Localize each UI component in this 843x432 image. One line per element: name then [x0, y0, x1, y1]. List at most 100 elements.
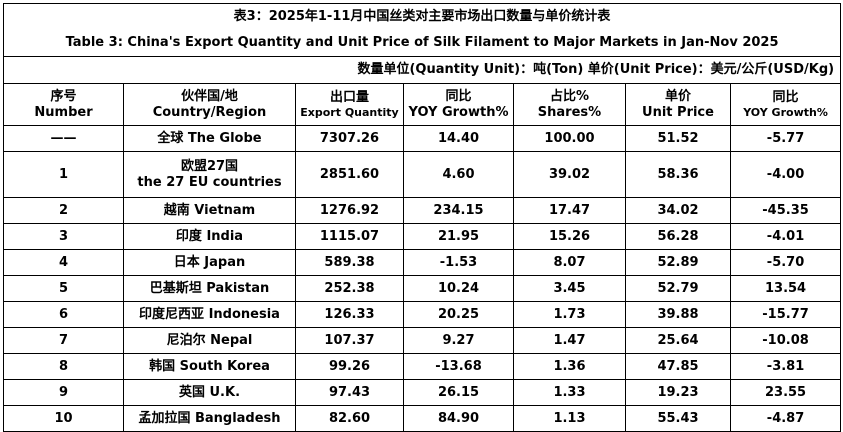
cell-quantity: 7307.26: [295, 125, 404, 152]
cell-unit-price: 47.85: [625, 353, 731, 380]
cell-number: 4: [3, 249, 124, 276]
cell-unit-price: 39.88: [625, 301, 731, 328]
cell-price-yoy: -10.08: [729, 327, 842, 354]
cell-country: 印度 India: [123, 223, 296, 250]
cell-share: 17.47: [513, 197, 626, 224]
cell-share: 1.33: [513, 379, 626, 406]
table-row: —— 全球 The Globe 7307.26 14.40 100.00 51.…: [3, 125, 842, 152]
cell-country: 尼泊尔 Nepal: [123, 327, 296, 354]
cell-yoy: 20.25: [403, 301, 514, 328]
cell-price-yoy: -3.81: [729, 353, 842, 380]
cell-quantity: 252.38: [295, 275, 404, 302]
cell-quantity: 1115.07: [295, 223, 404, 250]
cell-unit-price: 51.52: [625, 125, 731, 152]
header-row: 序号 Number 伙伴国/地 Country/Region 出口量 Export Q…: [3, 83, 842, 126]
export-table: 表3：2025年1-11月中国丝类对主要市场出口数量与单价统计表 Table 3…: [2, 3, 842, 432]
table-row: 4 日本 Japan 589.38 -1.53 8.07 52.89 -5.70: [3, 249, 842, 276]
cell-country: 孟加拉国 Bangladesh: [123, 405, 296, 432]
cell-unit-price: 19.23: [625, 379, 731, 406]
table-title-cn: 表3：2025年1-11月中国丝类对主要市场出口数量与单价统计表: [2, 3, 842, 29]
cell-share: 1.36: [513, 353, 626, 380]
cell-country: 越南 Vietnam: [123, 197, 296, 224]
cell-price-yoy: 23.55: [729, 379, 842, 406]
cell-yoy: 234.15: [403, 197, 514, 224]
cell-country: 巴基斯坦 Pakistan: [123, 275, 296, 302]
cell-price-yoy: -45.35: [729, 197, 842, 224]
cell-quantity: 589.38: [295, 249, 404, 276]
table-title-en: Table 3: China's Export Quantity and Uni…: [2, 29, 842, 57]
cell-yoy: -13.68: [403, 353, 514, 380]
table-row: 3 印度 India 1115.07 21.95 15.26 56.28 -4.…: [3, 223, 842, 250]
cell-share: 1.13: [513, 405, 626, 432]
table-row: 1 欧盟27国 the 27 EU countries 2851.60 4.60 …: [3, 151, 842, 198]
cell-share: 100.00: [513, 125, 626, 152]
header-number: 序号 Number: [3, 83, 124, 126]
header-country: 伙伴国/地 Country/Region: [123, 83, 296, 126]
table-row: 2 越南 Vietnam 1276.92 234.15 17.47 34.02 …: [3, 197, 842, 224]
cell-number: 8: [3, 353, 124, 380]
cell-price-yoy: -4.00: [729, 151, 842, 198]
table-row: 5 巴基斯坦 Pakistan 252.38 10.24 3.45 52.79 …: [3, 275, 842, 302]
cell-share: 39.02: [513, 151, 626, 198]
header-yoy: 同比 YOY Growth%: [403, 83, 514, 126]
table-row: 9 英国 U.K. 97.43 26.15 1.33 19.23 23.55: [3, 379, 842, 406]
cell-number: 7: [3, 327, 124, 354]
cell-unit-price: 52.89: [625, 249, 731, 276]
cell-price-yoy: -5.70: [729, 249, 842, 276]
cell-price-yoy: -4.87: [729, 405, 842, 432]
cell-number: 3: [3, 223, 124, 250]
cell-quantity: 97.43: [295, 379, 404, 406]
cell-share: 1.73: [513, 301, 626, 328]
cell-country: 英国 U.K.: [123, 379, 296, 406]
cell-quantity: 2851.60: [295, 151, 404, 198]
cell-yoy: 9.27: [403, 327, 514, 354]
cell-unit-price: 56.28: [625, 223, 731, 250]
cell-share: 3.45: [513, 275, 626, 302]
cell-country: 韩国 South Korea: [123, 353, 296, 380]
cell-number: 5: [3, 275, 124, 302]
cell-yoy: 26.15: [403, 379, 514, 406]
header-unit-price: 单价 Unit Price: [625, 83, 731, 126]
cell-share: 8.07: [513, 249, 626, 276]
cell-country: 印度尼西亚 Indonesia: [123, 301, 296, 328]
cell-country: 全球 The Globe: [123, 125, 296, 152]
header-share: 占比% Shares%: [513, 83, 626, 126]
cell-unit-price: 34.02: [625, 197, 731, 224]
cell-unit-price: 25.64: [625, 327, 731, 354]
cell-number: 10: [3, 405, 124, 432]
table-row: 8 韩国 South Korea 99.26 -13.68 1.36 47.85…: [3, 353, 842, 380]
header-quantity: 出口量 Export Quantity: [295, 83, 404, 126]
cell-yoy: 10.24: [403, 275, 514, 302]
table-row: 6 印度尼西亚 Indonesia 126.33 20.25 1.73 39.8…: [3, 301, 842, 328]
cell-quantity: 99.26: [295, 353, 404, 380]
cell-number: ——: [3, 125, 124, 152]
cell-yoy: 21.95: [403, 223, 514, 250]
cell-unit-price: 58.36: [625, 151, 731, 198]
table-row: 10 孟加拉国 Bangladesh 82.60 84.90 1.13 55.4…: [3, 405, 842, 432]
cell-quantity: 126.33: [295, 301, 404, 328]
unit-note: 数量单位(Quantity Unit)：吨(Ton) 单价(Unit Price…: [2, 56, 842, 84]
cell-quantity: 1276.92: [295, 197, 404, 224]
cell-number: 2: [3, 197, 124, 224]
cell-unit-price: 55.43: [625, 405, 731, 432]
cell-number: 1: [3, 151, 124, 198]
cell-number: 6: [3, 301, 124, 328]
cell-country: 日本 Japan: [123, 249, 296, 276]
cell-price-yoy: -15.77: [729, 301, 842, 328]
cell-unit-price: 52.79: [625, 275, 731, 302]
cell-quantity: 82.60: [295, 405, 404, 432]
cell-price-yoy: -4.01: [729, 223, 842, 250]
cell-price-yoy: 13.54: [729, 275, 842, 302]
cell-share: 15.26: [513, 223, 626, 250]
cell-share: 1.47: [513, 327, 626, 354]
cell-yoy: 14.40: [403, 125, 514, 152]
cell-price-yoy: -5.77: [729, 125, 842, 152]
header-price-yoy: 同比 YOY Growth%: [729, 83, 842, 126]
cell-number: 9: [3, 379, 124, 406]
cell-yoy: 4.60: [403, 151, 514, 198]
table-row: 7 尼泊尔 Nepal 107.37 9.27 1.47 25.64 -10.0…: [3, 327, 842, 354]
cell-yoy: -1.53: [403, 249, 514, 276]
cell-country: 欧盟27国 the 27 EU countries: [123, 151, 296, 198]
cell-quantity: 107.37: [295, 327, 404, 354]
